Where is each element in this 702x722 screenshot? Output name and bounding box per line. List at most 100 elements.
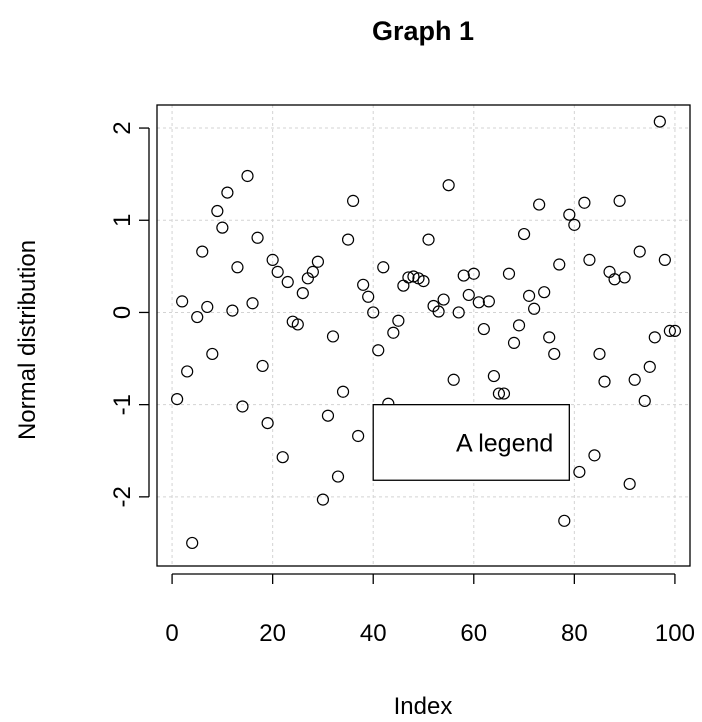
data-point — [362, 290, 375, 303]
x-tick-label: 0 — [165, 620, 178, 647]
data-point — [643, 360, 656, 373]
data-point — [553, 258, 566, 271]
data-point — [251, 231, 264, 244]
data-point — [543, 331, 556, 344]
x-tick-label: 60 — [460, 620, 487, 647]
x-axis: 0 20 40 60 80 100 — [165, 573, 695, 647]
data-point — [241, 169, 254, 183]
data-point — [658, 253, 671, 266]
x-tick-label: 80 — [561, 620, 588, 647]
data-point — [321, 409, 335, 422]
legend: A legend — [372, 403, 570, 481]
data-point — [347, 194, 360, 207]
plot-area — [156, 104, 691, 567]
data-point — [517, 227, 531, 241]
data-point — [387, 326, 400, 339]
grid — [157, 105, 690, 566]
data-point — [603, 265, 616, 278]
data-point — [507, 336, 521, 349]
x-axis-label: Index — [394, 693, 453, 720]
data-point — [608, 273, 621, 286]
data-point — [432, 305, 445, 318]
data-point — [407, 270, 420, 283]
data-point — [533, 198, 546, 211]
data-point — [548, 347, 561, 361]
data-point — [648, 331, 661, 344]
data-point — [266, 253, 279, 266]
data-point — [538, 286, 551, 299]
data-point — [528, 302, 541, 315]
data-point — [442, 179, 455, 192]
legend-box — [372, 403, 570, 481]
data-point — [281, 275, 294, 289]
data-point — [216, 221, 229, 234]
data-point — [336, 385, 350, 398]
y-axis: -2 -1 0 1 2 — [109, 121, 150, 508]
data-point — [623, 477, 636, 491]
data-point — [492, 387, 506, 400]
data-point — [206, 347, 219, 361]
data-point — [341, 233, 355, 246]
data-point — [271, 265, 284, 278]
data-point — [633, 245, 646, 258]
data-point — [276, 451, 289, 464]
data-point — [211, 204, 224, 218]
data-point — [246, 297, 259, 310]
data-point — [296, 286, 309, 300]
data-point — [397, 279, 410, 292]
data-point — [452, 306, 465, 319]
data-point — [578, 196, 591, 209]
data-point — [522, 289, 536, 302]
data-point — [417, 275, 430, 288]
data-point — [352, 429, 365, 443]
data-point — [618, 271, 631, 284]
data-point — [613, 194, 626, 207]
x-tick-label: 100 — [655, 620, 695, 647]
data-point — [477, 322, 490, 336]
data-point — [563, 208, 576, 221]
data-point — [221, 186, 234, 199]
data-points — [171, 115, 682, 550]
data-point — [422, 233, 435, 246]
legend-text: A legend — [456, 429, 553, 457]
y-tick-label: 1 — [109, 214, 136, 227]
data-point — [367, 306, 380, 319]
data-point — [326, 330, 340, 343]
data-point — [261, 416, 274, 430]
data-point — [638, 394, 651, 408]
data-point — [447, 373, 460, 386]
data-point — [377, 261, 390, 274]
data-point — [226, 304, 239, 317]
chart-title: Graph 1 — [372, 16, 474, 46]
data-point — [568, 218, 581, 231]
data-point — [231, 261, 244, 274]
data-point — [593, 347, 606, 361]
data-point — [512, 319, 526, 332]
data-point — [573, 465, 586, 479]
data-point — [357, 278, 370, 291]
data-point — [497, 387, 511, 400]
x-tick-label: 40 — [360, 620, 387, 647]
data-point — [236, 400, 249, 413]
data-point — [487, 369, 500, 383]
data-point — [653, 115, 666, 128]
data-point — [196, 245, 209, 258]
data-point — [316, 493, 330, 506]
data-point — [583, 253, 596, 266]
data-point — [311, 255, 325, 268]
data-point — [191, 310, 204, 324]
y-axis-label: Normal distribution — [14, 240, 41, 440]
data-point — [472, 296, 485, 309]
data-point — [457, 269, 470, 282]
data-point — [502, 267, 516, 280]
data-point — [372, 344, 385, 357]
y-tick-label: -2 — [109, 486, 136, 507]
data-point — [628, 373, 641, 386]
data-point — [181, 365, 194, 378]
data-point — [256, 359, 269, 373]
data-point — [462, 288, 475, 302]
data-point — [482, 295, 495, 308]
y-tick-label: 2 — [109, 121, 136, 134]
data-point — [306, 265, 319, 278]
